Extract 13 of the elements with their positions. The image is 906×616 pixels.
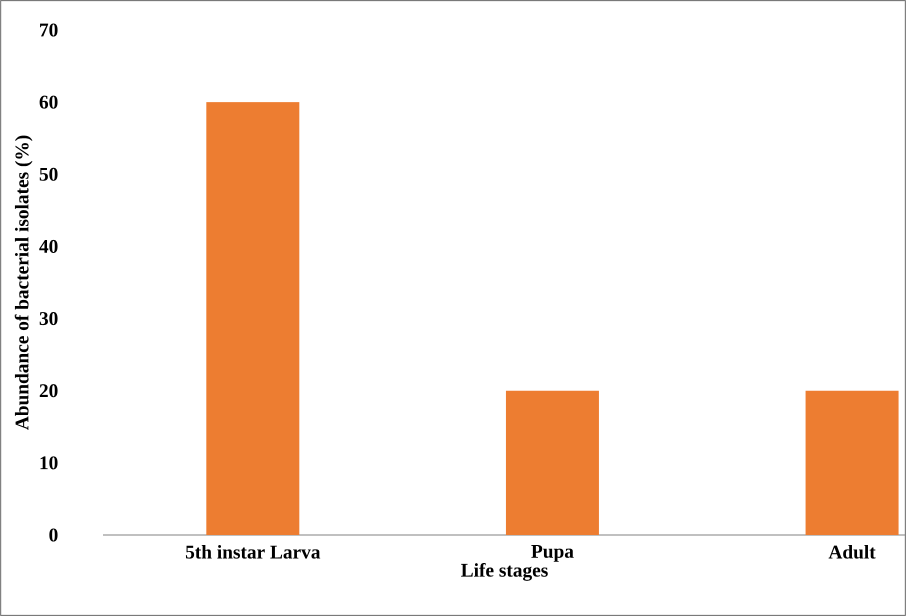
y-tick-label: 30: [40, 312, 58, 326]
y-axis-title: Abundance of bacterial isolates (%): [14, 136, 32, 430]
y-tick-label: 50: [40, 168, 58, 181]
y-tick-label: 0: [49, 528, 58, 542]
x-tick-label: Pupa: [531, 545, 574, 562]
y-tick-label: 70: [40, 23, 58, 37]
x-tick-label: Adult: [828, 545, 876, 559]
y-tick-label: 40: [39, 240, 58, 253]
x-axis-title: Life stages: [461, 562, 548, 581]
y-tick-label: 10: [40, 456, 58, 470]
x-tick-label: 5th instar Larva: [186, 545, 320, 559]
y-tick-label: 20: [40, 384, 58, 398]
y-tick-label: 60: [40, 96, 58, 109]
